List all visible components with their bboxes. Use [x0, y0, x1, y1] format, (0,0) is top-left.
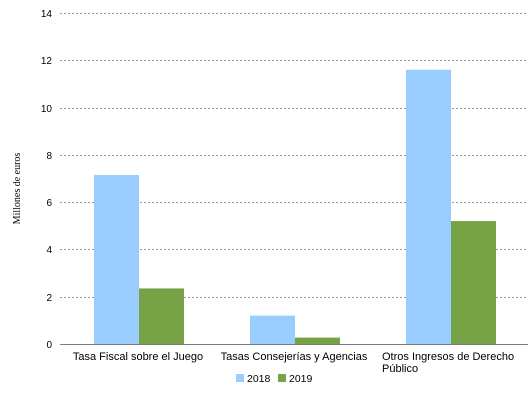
- bar-2018-1: [250, 315, 295, 344]
- legend-label: 2018: [247, 373, 271, 385]
- legend-swatch-2018: [236, 374, 244, 382]
- x-tick-label-line: Tasa Fiscal sobre el Juego: [73, 351, 203, 363]
- x-tick-label: Tasa Fiscal sobre el Juego: [73, 351, 203, 363]
- y-axis-title: Millones de euros: [12, 153, 23, 225]
- bar-2019-1: [295, 337, 340, 344]
- y-tick-label: 14: [41, 9, 53, 20]
- legend: 2018 2019: [236, 373, 313, 385]
- x-tick-label-line: Tasas Consejerías y Agencias: [221, 351, 368, 363]
- bar-2018-2: [406, 69, 451, 344]
- x-tick-label: Otros Ingresos de Derecho Público: [382, 351, 514, 375]
- x-tick-label-line: Otros Ingresos de Derecho: [382, 351, 514, 363]
- bar-2019-0: [139, 288, 184, 344]
- y-tick-label: 6: [46, 198, 52, 209]
- bar-2018-0: [94, 174, 139, 344]
- legend-label: 2019: [289, 373, 313, 385]
- bars: [94, 69, 496, 344]
- y-tick-label: 4: [46, 245, 52, 256]
- x-tick-label-line: Público: [382, 363, 418, 375]
- y-tick-label: 10: [41, 104, 53, 115]
- x-tick-label: Tasas Consejerías y Agencias: [221, 351, 368, 363]
- bar-2019-2: [451, 221, 496, 344]
- y-tick-label: 12: [41, 56, 53, 67]
- legend-swatch-2019: [278, 374, 286, 382]
- y-axis-ticks: 0 2 4 6 8 10 12 14: [41, 9, 53, 351]
- y-tick-label: 0: [46, 340, 52, 351]
- x-axis-labels: Tasa Fiscal sobre el Juego Tasas Consejer…: [73, 351, 514, 375]
- y-tick-label: 8: [46, 151, 52, 162]
- y-tick-label: 2: [46, 293, 52, 304]
